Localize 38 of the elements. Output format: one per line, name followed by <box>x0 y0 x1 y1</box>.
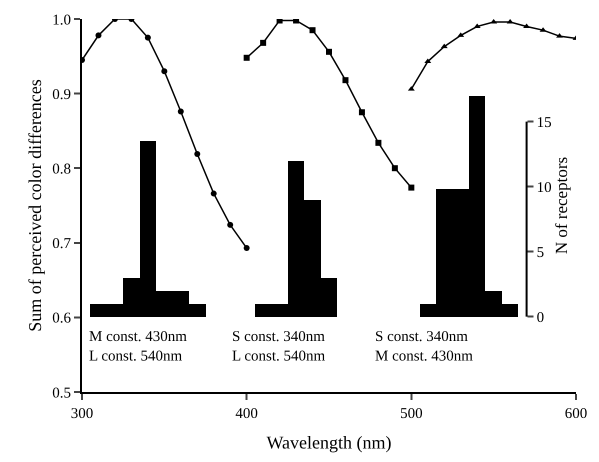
point <box>342 77 348 84</box>
point <box>244 245 250 252</box>
point <box>375 140 382 146</box>
point <box>194 151 200 158</box>
y-axis-title: Sum of perceived color differences <box>24 79 45 332</box>
point <box>178 108 184 114</box>
x-tick-label: 500 <box>400 406 423 422</box>
y2-tick-label: 10 <box>536 180 552 196</box>
point <box>556 33 563 38</box>
point <box>244 54 250 61</box>
point <box>260 40 266 46</box>
y-tick-label: 0.5 <box>52 385 71 402</box>
y-tick-label: 0.7 <box>52 236 72 252</box>
annotation: S const. 340nm L const. 540nm <box>232 329 326 364</box>
y-tick-label: 1.0 <box>52 12 71 28</box>
y-tick-label: 0.6 <box>52 310 72 327</box>
y-tick-label: 0.9 <box>52 86 71 103</box>
y2-axis-title: N of receptors <box>552 156 571 254</box>
point <box>326 48 332 55</box>
y2-tick-label: 0 <box>536 310 544 326</box>
point <box>161 68 168 74</box>
point <box>408 184 414 191</box>
x-tick-label: 600 <box>564 406 588 422</box>
point <box>358 109 365 116</box>
point <box>210 190 217 197</box>
y2-tick-label: 15 <box>536 114 552 131</box>
annotation: S const. 340nm M const. 430nm <box>375 329 474 364</box>
point <box>227 222 234 228</box>
y2-tick-label: 5 <box>536 244 544 261</box>
x-axis-title: Wavelength (nm) <box>266 432 392 453</box>
x-tick-label: 300 <box>70 406 94 422</box>
point <box>95 32 102 38</box>
annotation: M const. 430nm L const. 540nm <box>89 329 188 364</box>
point <box>310 27 316 34</box>
point <box>392 165 398 172</box>
x-tick-label: 400 <box>235 406 258 422</box>
y-tick-label: 0.8 <box>52 161 71 178</box>
point <box>144 34 151 41</box>
